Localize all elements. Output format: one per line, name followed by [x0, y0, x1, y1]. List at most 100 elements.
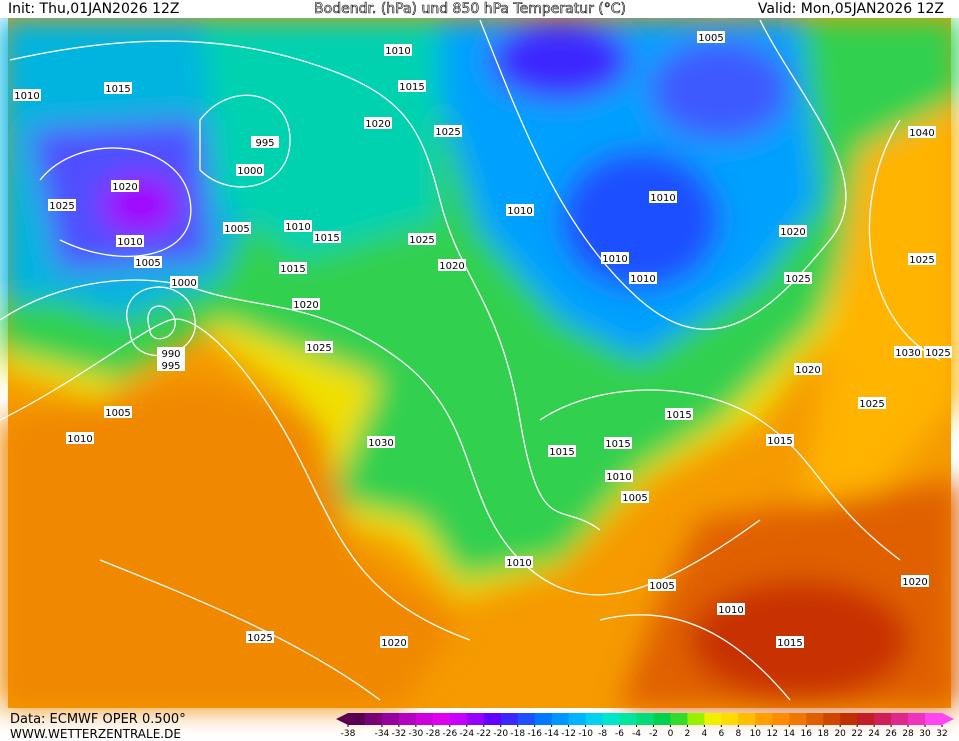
colorbar-tick-label: -22 — [476, 729, 491, 739]
isobar-label-box — [398, 80, 426, 92]
isobar-label-box — [157, 359, 185, 371]
isobar-label-box — [901, 575, 929, 587]
colorbar-cell — [432, 713, 451, 725]
isobar-label-box — [908, 126, 936, 138]
colorbar-cell — [840, 713, 858, 725]
colorbar-tick-label: 22 — [851, 729, 862, 739]
isobar-label: 1005 — [135, 258, 160, 269]
colorbar-tick-label: 28 — [902, 729, 914, 739]
isobar-label: 1030 — [895, 348, 920, 359]
isobar-label: 1015 — [105, 84, 130, 95]
isobar-label-box — [665, 408, 693, 420]
colorbar-cell — [925, 713, 943, 725]
colorbar-cell — [704, 713, 722, 725]
colorbar-cell — [517, 713, 536, 725]
colorbar-tick-label: -12 — [561, 729, 576, 739]
isobar-label: 1010 — [606, 472, 631, 483]
colorbar-cell — [534, 713, 553, 725]
isobar-label-box — [629, 272, 657, 284]
colorbar-tick-label: 26 — [885, 729, 897, 739]
colorbar-tick-label: -8 — [598, 729, 607, 739]
colorbar-tick-label: -34 — [375, 729, 390, 739]
colorbar-tick-label: 0 — [668, 729, 674, 739]
colorbar-tick-label: -10 — [578, 729, 593, 739]
isobar-label: 1020 — [293, 300, 318, 311]
isobar-label-box — [157, 347, 185, 359]
isobar-label: 1020 — [439, 261, 464, 272]
isobar-label-box — [766, 434, 794, 446]
isobar — [126, 286, 196, 357]
isobar-label: 1010 — [285, 222, 310, 233]
isobar-label: 1025 — [859, 399, 884, 410]
isobar — [147, 305, 176, 340]
colorbar-cell — [602, 713, 621, 725]
colorbar-cell — [806, 713, 824, 725]
colorbar-tick-label: 32 — [936, 729, 947, 739]
init-time: Init: Thu,01JAN2026 12Z — [8, 1, 180, 17]
isobar — [599, 614, 791, 701]
map-title: Bodendr. (hPa) und 850 hPa Temperatur (°… — [314, 1, 626, 17]
isobar-label: 1010 — [506, 558, 531, 569]
colorbar-cell — [653, 713, 671, 725]
colorbar-tick-label: -2 — [649, 729, 658, 739]
isobar-label-box — [134, 256, 162, 268]
isobar-label: 1020 — [365, 119, 390, 130]
colorbar-tick-label: 30 — [919, 729, 931, 739]
isobar-label: 1025 — [247, 633, 272, 644]
isobar-label-box — [717, 603, 745, 615]
colorbar-tick-label: 4 — [702, 729, 708, 739]
isobar-label-box — [48, 199, 76, 211]
isobar — [539, 389, 901, 561]
colorbar-cell — [857, 713, 875, 725]
isobar — [39, 147, 192, 257]
isobar-label: 1010 — [507, 206, 532, 217]
isobar-label: 1025 — [909, 255, 934, 266]
colorbar-cell — [772, 713, 790, 725]
isobar-label: 1020 — [902, 577, 927, 588]
colorbar-cell — [483, 713, 502, 725]
isobar-label-box — [279, 262, 307, 274]
colorbar-cell — [670, 713, 688, 725]
colorbar-cell — [891, 713, 909, 725]
colorbar-tick-label: 20 — [834, 729, 846, 739]
isobar-label: 1020 — [381, 638, 406, 649]
site-url: WWW.WETTERZENTRALE.DE — [10, 727, 181, 741]
colorbar-cell — [789, 713, 807, 725]
isobar-label-box — [776, 636, 804, 648]
isobar — [199, 94, 291, 188]
isobars — [0, 19, 941, 701]
colorbar-tick-label: -20 — [493, 729, 508, 739]
isobar-label: 1015 — [399, 82, 424, 93]
isobar-label-box — [697, 31, 725, 43]
isobar-label: 990 — [161, 349, 180, 360]
isobar-label: 1010 — [117, 237, 142, 248]
isobar-label-box — [894, 346, 922, 358]
colorbar-tick-label: 2 — [685, 729, 691, 739]
isobar-label-box — [784, 272, 812, 284]
isobar-label-box — [13, 89, 41, 101]
isobar-label: 1005 — [698, 33, 723, 44]
colorbar-cell — [636, 713, 654, 725]
valid-time: Valid: Mon,05JAN2026 12Z — [758, 1, 944, 17]
colorbar-cell — [466, 713, 485, 725]
isobar-label: 1010 — [630, 274, 655, 285]
colorbar-cell — [619, 713, 638, 725]
colorbar-tick-label: -28 — [426, 729, 441, 739]
isobar-label: 1040 — [909, 128, 934, 139]
isobar — [9, 40, 601, 531]
isobar-label-box — [621, 491, 649, 503]
colorbar-tick-label: 10 — [750, 729, 762, 739]
isobar — [868, 119, 941, 361]
isobar-label: 1000 — [171, 278, 196, 289]
isobar-label-box — [434, 125, 462, 137]
isobar-label: 1005 — [105, 408, 130, 419]
colorbar-tick-label: -6 — [615, 729, 624, 739]
colorbar-tick-label: 12 — [767, 729, 778, 739]
isobar-label-box — [66, 432, 94, 444]
isobar-label: 1020 — [780, 227, 805, 238]
colorbar-cell — [381, 713, 400, 725]
isobar-label: 1010 — [385, 46, 410, 57]
isobar-labels: 1010 1005 1010 1015 1015 995 1020 1025 1000 1020 1… — [13, 31, 952, 649]
